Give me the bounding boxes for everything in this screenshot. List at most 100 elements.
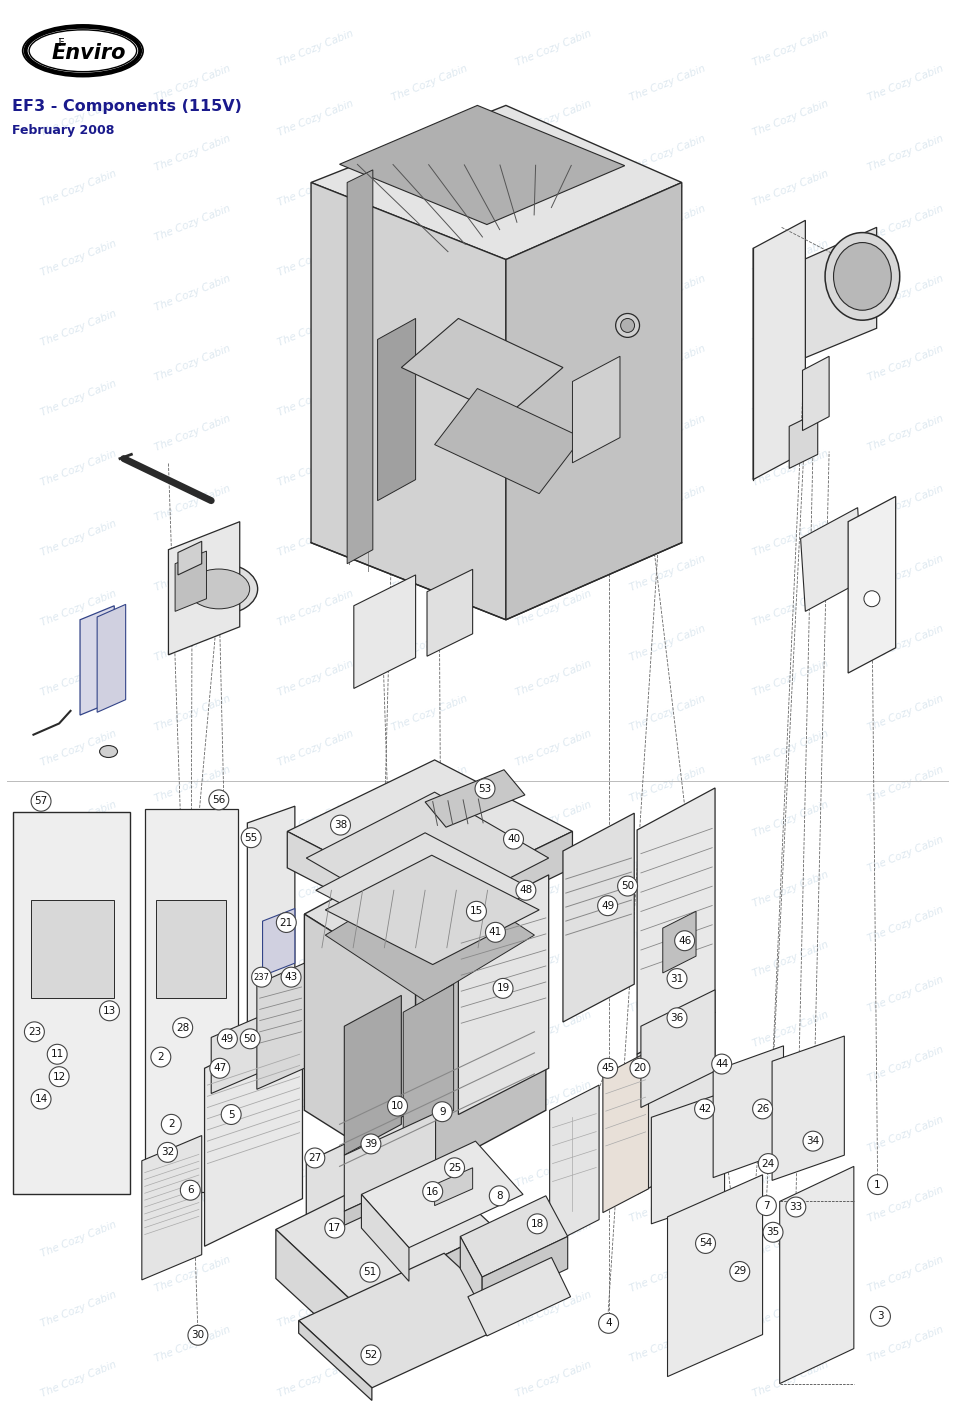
Text: The Cozy Cabin: The Cozy Cabin [752, 589, 831, 628]
Text: The Cozy Cabin: The Cozy Cabin [153, 1114, 231, 1155]
Circle shape [158, 1142, 178, 1163]
Text: The Cozy Cabin: The Cozy Cabin [752, 169, 831, 208]
Polygon shape [460, 1236, 482, 1309]
Text: The Cozy Cabin: The Cozy Cabin [514, 1219, 593, 1259]
Polygon shape [175, 551, 206, 611]
Text: The Cozy Cabin: The Cozy Cabin [866, 134, 944, 173]
Text: The Cozy Cabin: The Cozy Cabin [391, 904, 469, 943]
Polygon shape [435, 1167, 473, 1205]
Text: The Cozy Cabin: The Cozy Cabin [628, 484, 707, 524]
Text: The Cozy Cabin: The Cozy Cabin [153, 414, 231, 453]
Text: The Cozy Cabin: The Cozy Cabin [153, 134, 231, 173]
Text: 35: 35 [767, 1228, 779, 1238]
Text: 40: 40 [507, 834, 520, 845]
Polygon shape [299, 1321, 371, 1401]
Circle shape [161, 1114, 181, 1135]
Text: The Cozy Cabin: The Cozy Cabin [866, 834, 944, 873]
Text: The Cozy Cabin: The Cozy Cabin [866, 1325, 944, 1364]
Text: The Cozy Cabin: The Cozy Cabin [39, 798, 117, 839]
Text: The Cozy Cabin: The Cozy Cabin [276, 1290, 355, 1329]
Text: 30: 30 [191, 1331, 204, 1340]
Text: The Cozy Cabin: The Cozy Cabin [391, 553, 469, 593]
Polygon shape [458, 874, 549, 1115]
Text: The Cozy Cabin: The Cozy Cabin [39, 939, 117, 979]
Text: 21: 21 [280, 918, 293, 928]
Polygon shape [415, 914, 546, 1180]
Text: The Cozy Cabin: The Cozy Cabin [391, 624, 469, 663]
Text: The Cozy Cabin: The Cozy Cabin [39, 589, 117, 628]
Ellipse shape [825, 232, 900, 320]
Text: The Cozy Cabin: The Cozy Cabin [153, 694, 231, 734]
Text: 56: 56 [212, 796, 225, 805]
Circle shape [360, 1262, 380, 1283]
Circle shape [621, 318, 634, 332]
Polygon shape [637, 1012, 715, 1194]
Circle shape [151, 1048, 171, 1067]
Text: The Cozy Cabin: The Cozy Cabin [514, 99, 593, 138]
Text: The Cozy Cabin: The Cozy Cabin [153, 1255, 231, 1294]
Text: 25: 25 [448, 1163, 461, 1173]
Polygon shape [772, 1036, 844, 1180]
Text: The Cozy Cabin: The Cozy Cabin [866, 904, 944, 943]
Polygon shape [31, 900, 115, 998]
Text: The Cozy Cabin: The Cozy Cabin [276, 1149, 355, 1188]
Polygon shape [753, 220, 805, 480]
Text: The Cozy Cabin: The Cozy Cabin [514, 798, 593, 839]
Text: 16: 16 [426, 1187, 439, 1197]
Text: The Cozy Cabin: The Cozy Cabin [628, 834, 707, 873]
Circle shape [618, 876, 638, 895]
Polygon shape [326, 869, 535, 1001]
Text: The Cozy Cabin: The Cozy Cabin [276, 729, 355, 769]
Text: The Cozy Cabin: The Cozy Cabin [39, 1010, 117, 1049]
Circle shape [330, 815, 350, 835]
Text: The Cozy Cabin: The Cozy Cabin [628, 974, 707, 1014]
Circle shape [25, 1022, 44, 1042]
Polygon shape [257, 963, 305, 1090]
Polygon shape [848, 497, 896, 673]
Text: The Cozy Cabin: The Cozy Cabin [752, 869, 831, 908]
Text: The Cozy Cabin: The Cozy Cabin [276, 238, 355, 277]
Text: The Cozy Cabin: The Cozy Cabin [153, 765, 231, 804]
Text: The Cozy Cabin: The Cozy Cabin [39, 1149, 117, 1188]
Circle shape [466, 901, 486, 921]
Text: The Cozy Cabin: The Cozy Cabin [153, 624, 231, 663]
Text: The Cozy Cabin: The Cozy Cabin [39, 379, 117, 418]
Polygon shape [311, 106, 682, 259]
Polygon shape [307, 793, 549, 924]
Polygon shape [651, 1093, 725, 1224]
Text: The Cozy Cabin: The Cozy Cabin [276, 869, 355, 908]
Text: The Cozy Cabin: The Cozy Cabin [391, 1114, 469, 1155]
Text: The Cozy Cabin: The Cozy Cabin [276, 169, 355, 208]
Text: EF3 - Components (115V): EF3 - Components (115V) [11, 100, 242, 114]
Text: 54: 54 [699, 1239, 712, 1249]
Circle shape [753, 1100, 773, 1119]
Text: The Cozy Cabin: The Cozy Cabin [276, 99, 355, 138]
Text: 13: 13 [103, 1005, 117, 1015]
Text: The Cozy Cabin: The Cozy Cabin [866, 63, 944, 103]
Ellipse shape [188, 569, 249, 608]
Text: The Cozy Cabin: The Cozy Cabin [276, 28, 355, 68]
Text: The Cozy Cabin: The Cozy Cabin [514, 1149, 593, 1188]
Circle shape [527, 1214, 547, 1233]
Circle shape [786, 1197, 806, 1217]
Text: The Cozy Cabin: The Cozy Cabin [752, 238, 831, 277]
Polygon shape [276, 1157, 497, 1301]
Text: 41: 41 [489, 928, 502, 938]
Text: The Cozy Cabin: The Cozy Cabin [391, 344, 469, 383]
Text: The Cozy Cabin: The Cozy Cabin [514, 939, 593, 979]
Circle shape [325, 1218, 345, 1238]
Polygon shape [299, 1253, 518, 1388]
Text: The Cozy Cabin: The Cozy Cabin [391, 63, 469, 103]
Text: 50: 50 [621, 881, 634, 891]
Text: The Cozy Cabin: The Cozy Cabin [153, 484, 231, 524]
Circle shape [763, 1222, 783, 1242]
Text: February 2008: February 2008 [11, 124, 114, 137]
Text: The Cozy Cabin: The Cozy Cabin [514, 659, 593, 698]
Text: 14: 14 [34, 1094, 48, 1104]
Text: 45: 45 [601, 1063, 614, 1073]
Text: The Cozy Cabin: The Cozy Cabin [39, 169, 117, 208]
Text: 36: 36 [670, 1012, 684, 1022]
Circle shape [32, 791, 51, 811]
Text: The Cozy Cabin: The Cozy Cabin [39, 28, 117, 68]
Polygon shape [401, 318, 562, 417]
